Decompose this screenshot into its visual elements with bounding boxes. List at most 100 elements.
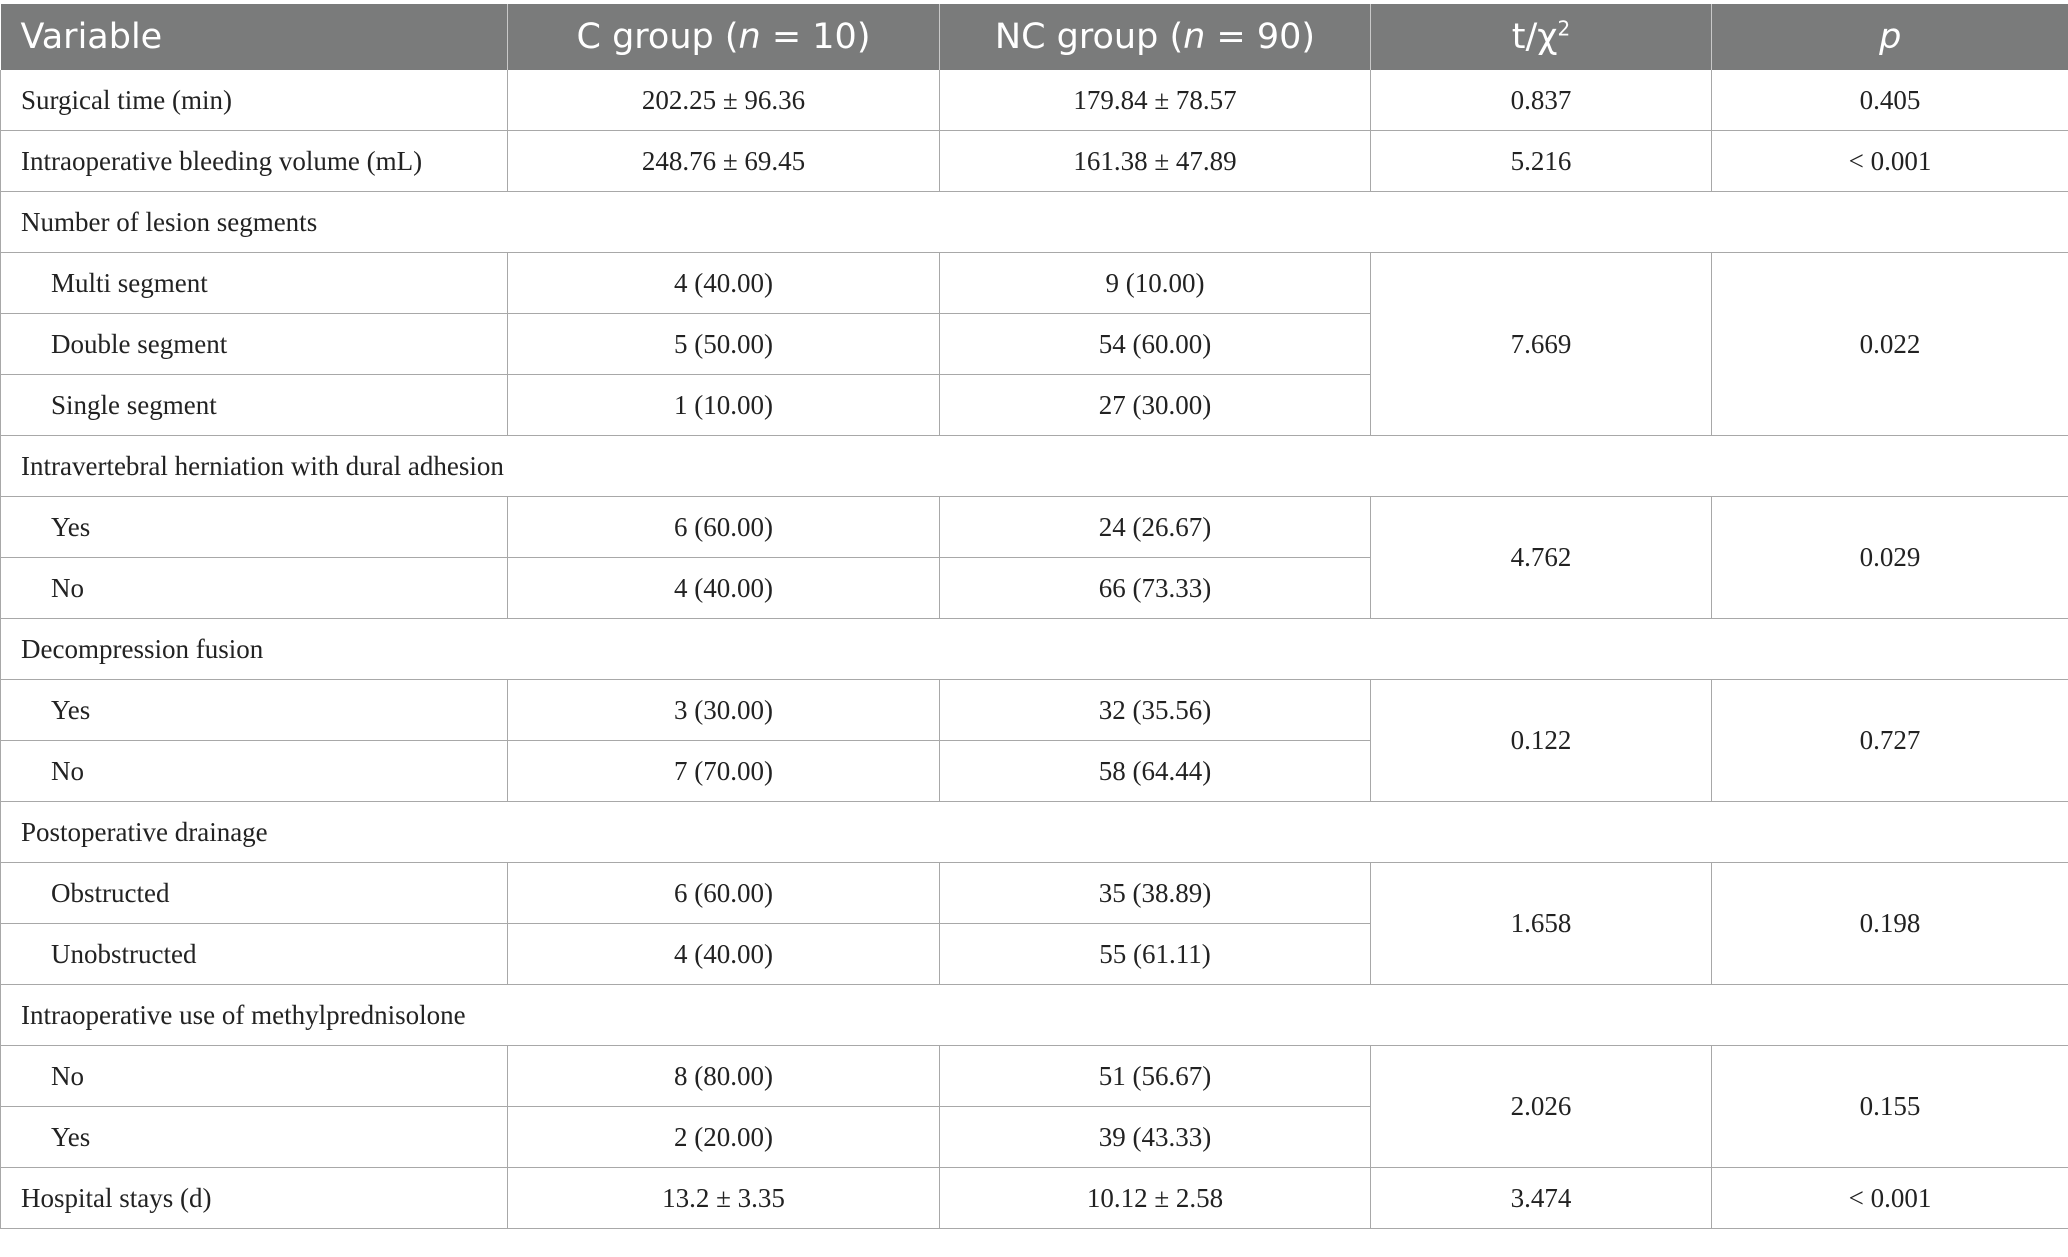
header-statistic-sup: 2 (1557, 16, 1571, 41)
table-row-surgical-time: Surgical time (min) 202.25 ± 96.36 179.8… (0, 70, 2068, 131)
cell-label: Yes (0, 1106, 508, 1168)
cell-p: 0.029 (1711, 496, 2068, 619)
table-row-methylprednisolone-yes: Yes 2 (20.00) 39 (43.33) (0, 1106, 2068, 1168)
header-statistic-base: t/χ (1511, 17, 1558, 57)
table-row-bleeding: Intraoperative bleeding volume (mL) 248.… (0, 130, 2068, 192)
cell-nc-group: 32 (35.56) (939, 679, 1371, 741)
cell-nc-group: 55 (61.11) (939, 923, 1371, 985)
cell-label: No (0, 740, 508, 802)
cell-label: Yes (0, 679, 508, 741)
cell-nc-group: 35 (38.89) (939, 862, 1371, 924)
section-label: Number of lesion segments (0, 191, 2068, 253)
cell-nc-group: 179.84 ± 78.57 (939, 70, 1371, 131)
cell-nc-group: 24 (26.67) (939, 496, 1371, 558)
header-variable: Variable (0, 4, 508, 70)
cell-p: 0.727 (1711, 679, 2068, 802)
cell-c-group: 3 (30.00) (507, 679, 940, 741)
cell-statistic: 4.762 (1370, 496, 1712, 619)
cell-statistic: 3.474 (1370, 1167, 1712, 1229)
cell-statistic: 5.216 (1370, 130, 1712, 192)
cell-statistic: 0.837 (1370, 70, 1712, 131)
table-body: Surgical time (min) 202.25 ± 96.36 179.8… (0, 70, 2068, 1229)
table-header: Variable C group (n = 10) NC group (n = … (0, 4, 2068, 70)
section-row-drainage: Postoperative drainage (0, 801, 2068, 863)
cell-nc-group: 161.38 ± 47.89 (939, 130, 1371, 192)
cell-nc-group: 39 (43.33) (939, 1106, 1371, 1168)
cell-p: < 0.001 (1711, 1167, 2068, 1229)
cell-label: Obstructed (0, 862, 508, 924)
cell-p: < 0.001 (1711, 130, 2068, 192)
cell-label: No (0, 557, 508, 619)
cell-label: Multi segment (0, 252, 508, 314)
cell-nc-group: 51 (56.67) (939, 1045, 1371, 1107)
cell-nc-group: 27 (30.00) (939, 374, 1371, 436)
table-row-double-segment: Double segment 5 (50.00) 54 (60.00) (0, 313, 2068, 375)
table-row-methylprednisolone-no: No 8 (80.00) 51 (56.67) 2.026 0.155 (0, 1045, 2068, 1168)
cell-c-group: 248.76 ± 69.45 (507, 130, 940, 192)
cell-statistic: 0.122 (1370, 679, 1712, 802)
header-c-group: C group (n = 10) (507, 4, 940, 70)
table-row-drainage-obstructed: Obstructed 6 (60.00) 35 (38.89) 1.658 0.… (0, 862, 2068, 985)
table-row-hospital-stays: Hospital stays (d) 13.2 ± 3.35 10.12 ± 2… (0, 1167, 2068, 1229)
section-label: Decompression fusion (0, 618, 2068, 680)
cell-label: Intraoperative bleeding volume (mL) (0, 130, 508, 192)
header-c-group-suffix: = 10) (760, 17, 871, 57)
cell-label: No (0, 1045, 508, 1107)
cell-nc-group: 66 (73.33) (939, 557, 1371, 619)
table-row-single-segment: Single segment 1 (10.00) 27 (30.00) (0, 374, 2068, 436)
cell-label: Unobstructed (0, 923, 508, 985)
section-row-lesion-segments: Number of lesion segments (0, 191, 2068, 253)
header-nc-group-suffix: = 90) (1205, 17, 1316, 57)
header-nc-group-n: n (1183, 17, 1206, 57)
cell-c-group: 13.2 ± 3.35 (507, 1167, 940, 1229)
table-row-decompression-no: No 7 (70.00) 58 (64.44) (0, 740, 2068, 802)
cell-p: 0.022 (1711, 252, 2068, 436)
header-p-label: p (1879, 17, 1902, 57)
cell-c-group: 8 (80.00) (507, 1045, 940, 1107)
cell-nc-group: 54 (60.00) (939, 313, 1371, 375)
table-row-decompression-yes: Yes 3 (30.00) 32 (35.56) 0.122 0.727 (0, 679, 2068, 802)
cell-c-group: 7 (70.00) (507, 740, 940, 802)
cell-p: 0.155 (1711, 1045, 2068, 1168)
cell-c-group: 4 (40.00) (507, 923, 940, 985)
cell-nc-group: 9 (10.00) (939, 252, 1371, 314)
cell-c-group: 202.25 ± 96.36 (507, 70, 940, 131)
cell-label: Single segment (0, 374, 508, 436)
header-variable-label: Variable (20, 17, 163, 57)
cell-c-group: 4 (40.00) (507, 557, 940, 619)
header-c-group-n: n (738, 17, 761, 57)
cell-c-group: 1 (10.00) (507, 374, 940, 436)
cell-label: Double segment (0, 313, 508, 375)
table-row-multi-segment: Multi segment 4 (40.00) 9 (10.00) 7.669 … (0, 252, 2068, 436)
header-c-group-prefix: C group ( (576, 17, 739, 57)
section-label: Intraoperative use of methylprednisolone (0, 984, 2068, 1046)
section-row-herniation: Intravertebral herniation with dural adh… (0, 435, 2068, 497)
cell-statistic: 1.658 (1370, 862, 1712, 985)
header-row: Variable C group (n = 10) NC group (n = … (0, 4, 2068, 70)
cell-statistic: 7.669 (1370, 252, 1712, 436)
table-row-drainage-unobstructed: Unobstructed 4 (40.00) 55 (61.11) (0, 923, 2068, 985)
table-row-herniation-yes: Yes 6 (60.00) 24 (26.67) 4.762 0.029 (0, 496, 2068, 619)
table-row-herniation-no: No 4 (40.00) 66 (73.33) (0, 557, 2068, 619)
cell-label: Surgical time (min) (0, 70, 508, 131)
results-table: Variable C group (n = 10) NC group (n = … (0, 4, 2068, 1229)
cell-p: 0.198 (1711, 862, 2068, 985)
section-label: Intravertebral herniation with dural adh… (0, 435, 2068, 497)
cell-c-group: 6 (60.00) (507, 496, 940, 558)
cell-nc-group: 10.12 ± 2.58 (939, 1167, 1371, 1229)
header-nc-group: NC group (n = 90) (939, 4, 1371, 70)
header-nc-group-prefix: NC group ( (994, 17, 1184, 57)
cell-p: 0.405 (1711, 70, 2068, 131)
cell-c-group: 6 (60.00) (507, 862, 940, 924)
cell-label: Hospital stays (d) (0, 1167, 508, 1229)
cell-nc-group: 58 (64.44) (939, 740, 1371, 802)
header-statistic: t/χ2 (1370, 4, 1712, 70)
header-p: p (1711, 4, 2068, 70)
cell-statistic: 2.026 (1370, 1045, 1712, 1168)
section-label: Postoperative drainage (0, 801, 2068, 863)
cell-c-group: 4 (40.00) (507, 252, 940, 314)
cell-label: Yes (0, 496, 508, 558)
section-row-decompression: Decompression fusion (0, 618, 2068, 680)
section-row-methylprednisolone: Intraoperative use of methylprednisolone (0, 984, 2068, 1046)
